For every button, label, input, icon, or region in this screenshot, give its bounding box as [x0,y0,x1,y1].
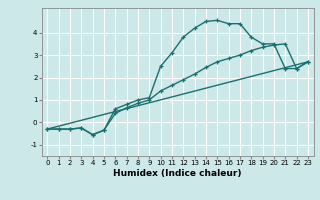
X-axis label: Humidex (Indice chaleur): Humidex (Indice chaleur) [113,169,242,178]
